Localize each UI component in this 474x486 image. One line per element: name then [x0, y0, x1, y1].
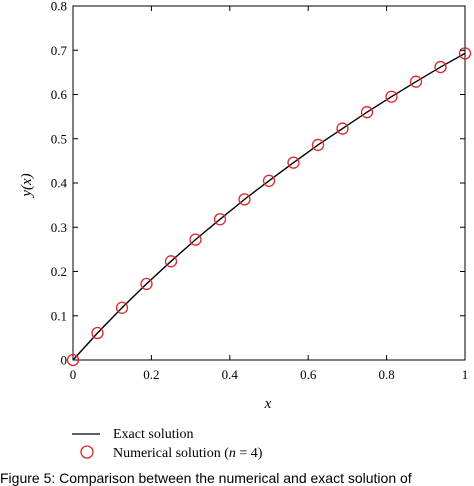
numerical-solution-point [140, 277, 153, 291]
numerical-solution-point [336, 122, 349, 135]
y-tick-label: 0.1 [51, 308, 67, 323]
y-tick-label: 0.2 [51, 264, 67, 279]
numerical-solution-point [164, 255, 178, 268]
plot-area [66, 5, 472, 367]
legend: Exact solution Numerical solution (n = 4… [72, 427, 263, 461]
x-axis-label: x [264, 396, 272, 412]
numerical-solution-point [213, 213, 227, 226]
numerical-solution-point [189, 233, 202, 246]
y-tick-label: 0.3 [51, 220, 67, 235]
y-tick-label: 0.4 [51, 176, 68, 191]
x-tick-label: 1 [462, 367, 469, 382]
numerical-solution-point [91, 326, 104, 340]
legend-exact-label: Exact solution [113, 427, 194, 442]
legend-marker-symbol [80, 445, 94, 459]
legend-numerical-label: Numerical solution (n = 4) [113, 446, 263, 461]
y-axis: 0 0.1 0.2 0.3 0.4 0.5 0.6 0.7 0.8 [51, 0, 465, 368]
figure-caption: Figure 5: Comparison between the numeric… [0, 470, 412, 486]
numerical-solution-point [262, 174, 276, 187]
x-axis: 0 0.2 0.4 0.6 0.8 1 [70, 6, 469, 382]
numerical-solution-point [311, 138, 325, 152]
numerical-solution-point [409, 75, 423, 88]
numerical-solution-point [287, 156, 300, 169]
y-axis-label: y(x) [19, 173, 35, 198]
x-tick-label: 0.4 [222, 367, 239, 382]
exact-solution-line [72, 52, 466, 361]
x-tick-label: 0.8 [378, 367, 394, 382]
y-tick-label: 0.8 [51, 0, 67, 14]
legend-numerical-suffix: = 4) [236, 446, 263, 461]
numerical-solution-point [385, 90, 398, 103]
legend-numerical-prefix: Numerical solution ( [113, 446, 229, 461]
x-tick-label: 0.2 [143, 367, 159, 382]
y-tick-label: 0 [61, 353, 68, 368]
numerical-solution-point [458, 47, 472, 60]
numerical-solution-point [66, 353, 80, 367]
x-tick-label: 0.6 [300, 367, 317, 382]
legend-numerical-n: n [229, 446, 236, 461]
y-tick-label: 0.6 [51, 87, 68, 102]
plot-frame [72, 5, 466, 361]
numerical-solution-point [434, 60, 447, 74]
numerical-solution-point [238, 193, 251, 206]
y-tick-label: 0.5 [51, 131, 67, 146]
y-tick-label: 0.7 [51, 43, 68, 58]
numerical-solution-point [115, 301, 129, 314]
x-tick-label: 0 [70, 367, 77, 382]
numerical-solution-point [360, 106, 374, 119]
